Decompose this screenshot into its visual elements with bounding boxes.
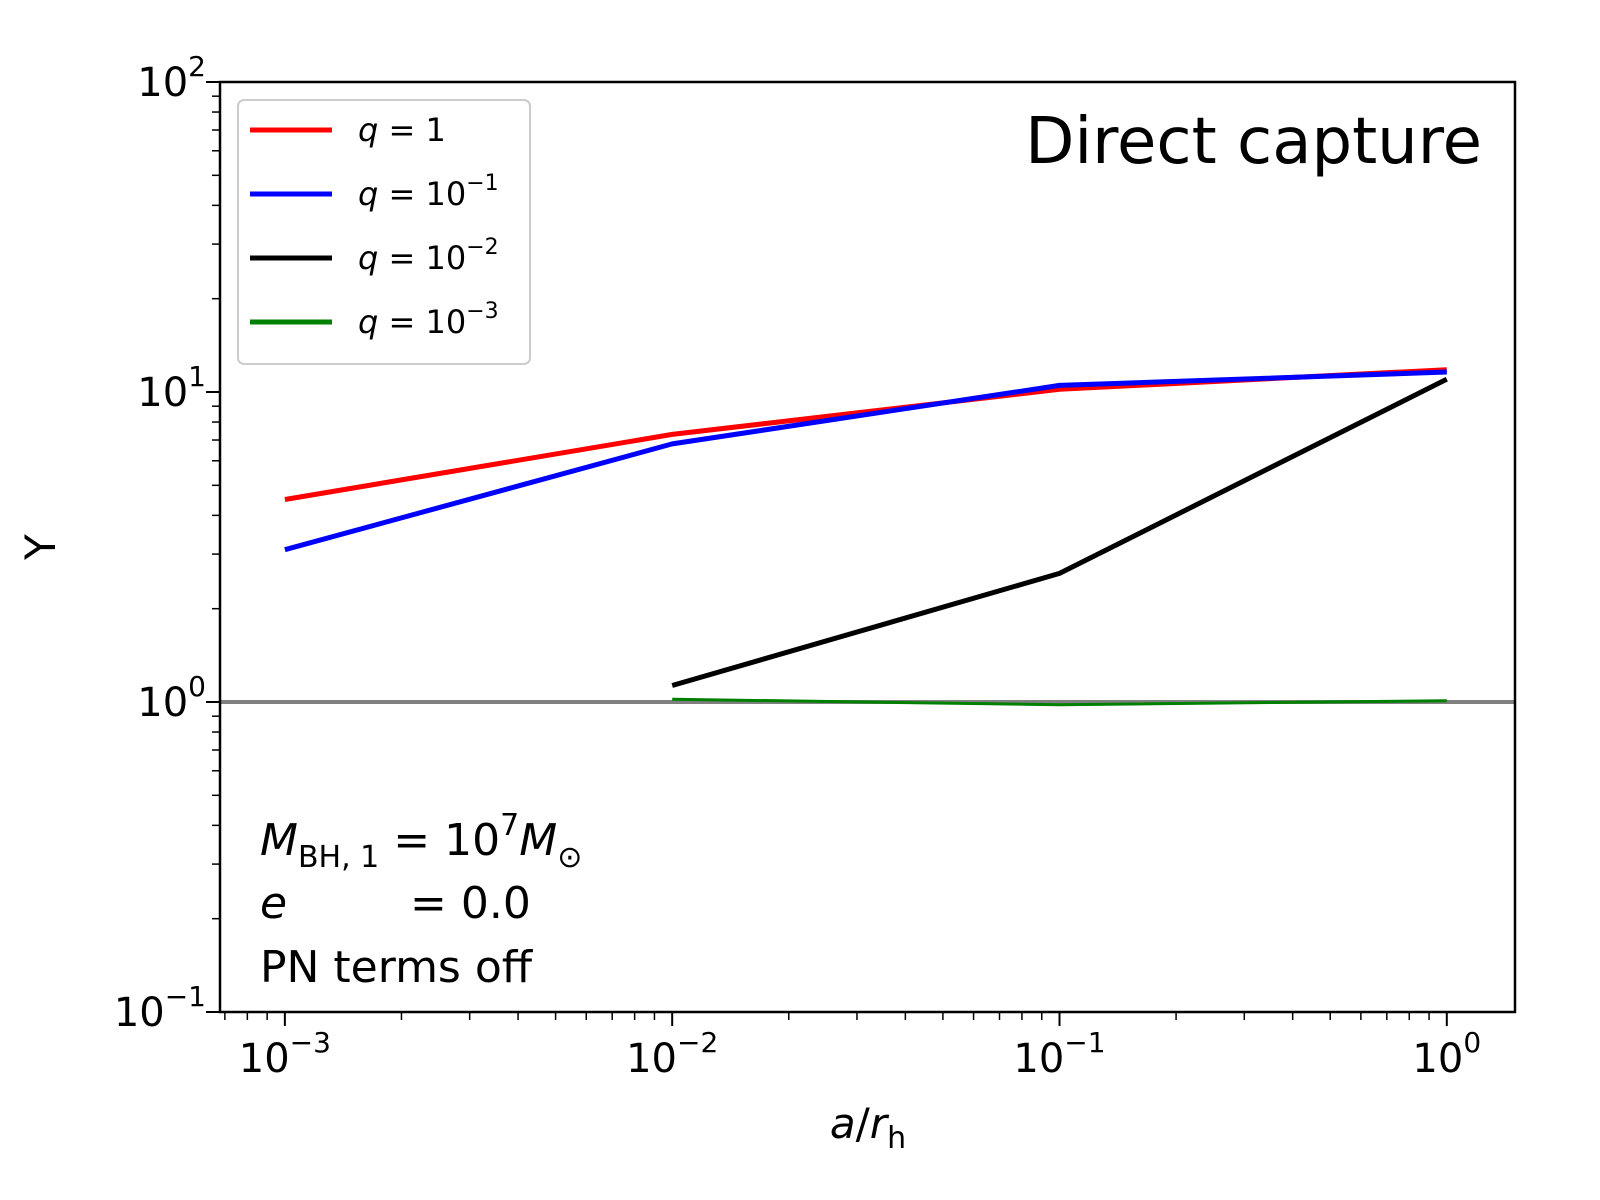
minor-ticks — [212, 95, 1430, 1020]
x-tick-label: 10−1 — [1013, 1026, 1105, 1082]
y-tick-label: 100 — [137, 670, 206, 726]
legend-label: q = 1 — [358, 111, 446, 149]
plot-frame — [218, 80, 1517, 1014]
y-tick-labels: 10−1 100 101 102 — [114, 50, 206, 1036]
legend: q = 1 q = 10−1 q = 10−2 q = 10−3 — [237, 99, 531, 365]
annotation-mass: MBH, 1 = 107M⊙ — [260, 808, 582, 875]
y-tick-label: 102 — [137, 50, 206, 106]
y-tick-label: 10−1 — [114, 980, 206, 1036]
annotation-block: MBH, 1 = 107M⊙ e = 0.0 PN terms off — [260, 808, 582, 993]
x-tick-labels: 10−3 10−2 10−1 100 — [239, 1026, 1481, 1082]
legend-label: q = 10−3 — [358, 299, 499, 341]
series-line-q1e-2 — [671, 376, 1448, 688]
legend-frame — [237, 99, 531, 365]
y-tick-label: 101 — [137, 360, 206, 416]
x-tick-label: 100 — [1412, 1026, 1481, 1082]
x-tick-label: 10−2 — [626, 1026, 718, 1082]
legend-label: q = 10−2 — [358, 235, 499, 277]
series-line-q1e-1 — [284, 369, 1447, 553]
series-layer — [284, 367, 1448, 707]
annotation-ecc-lhs: e — [260, 878, 287, 929]
annotation-pn: PN terms off — [260, 942, 534, 993]
x-axis-label: a/rh — [830, 1099, 906, 1156]
x-tick-label: 10−3 — [239, 1026, 331, 1082]
series-line-q1e-3 — [672, 697, 1447, 707]
major-ticks — [206, 81, 1448, 1026]
annotation-ecc-rhs: = 0.0 — [410, 878, 531, 929]
y-axis-label: Y — [16, 534, 65, 561]
chart-title: Direct capture — [1025, 105, 1482, 179]
legend-label: q = 10−1 — [358, 171, 499, 213]
